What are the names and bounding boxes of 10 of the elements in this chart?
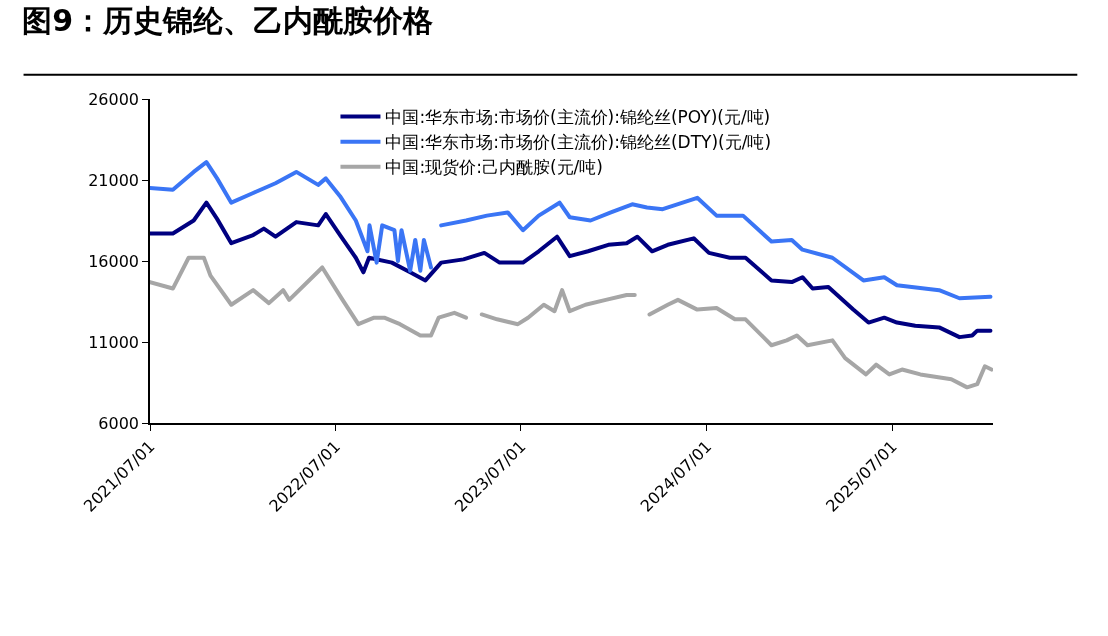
y-tick-label: 26000 — [88, 89, 140, 109]
chart-title: 图9：历史锦纶、乙内酰胺价格 — [22, 2, 434, 38]
legend-label: 中国:华东市场:市场价(主流价):锦纶丝(POY)(元/吨) — [385, 107, 771, 128]
y-tick-label: 11000 — [88, 332, 140, 352]
y-tick-label: 6000 — [98, 413, 140, 433]
legend-label: 中国:现货价:己内酰胺(元/吨) — [385, 157, 603, 178]
y-tick-label: 16000 — [88, 251, 140, 271]
y-tick-label: 21000 — [88, 170, 140, 190]
line-series — [150, 200, 993, 340]
legend-label: 中国:华东市场:市场价(主流价):锦纶丝(DTY)(元/吨) — [385, 132, 772, 153]
